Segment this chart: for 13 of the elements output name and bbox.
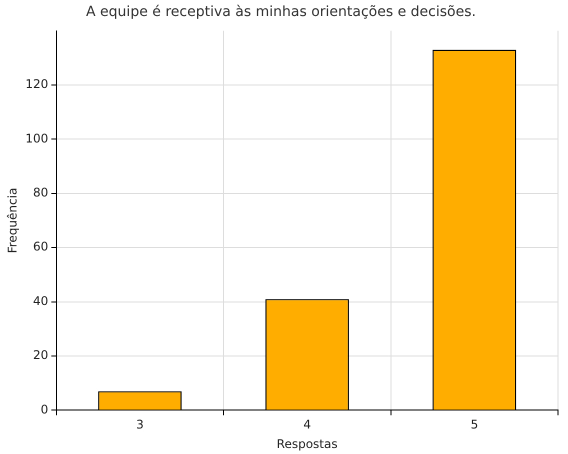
x-tick-label: 4 — [303, 418, 311, 432]
y-tick-label: 20 — [33, 348, 48, 362]
y-tick-label: 60 — [33, 240, 48, 254]
y-tick-label: 40 — [33, 294, 48, 308]
x-axis-title: Respostas — [276, 436, 338, 451]
y-axis-title: Frequência — [5, 188, 20, 254]
y-tick-label: 0 — [40, 402, 48, 416]
y-tick-label: 120 — [25, 77, 48, 92]
chart-title: A equipe é receptiva às minhas orientações e decisões. — [86, 4, 476, 20]
x-tick-label: 3 — [136, 418, 144, 432]
y-tick-label: 80 — [33, 186, 48, 200]
y-tick-label: 100 — [25, 131, 48, 146]
x-tick-label: 5 — [470, 418, 478, 432]
